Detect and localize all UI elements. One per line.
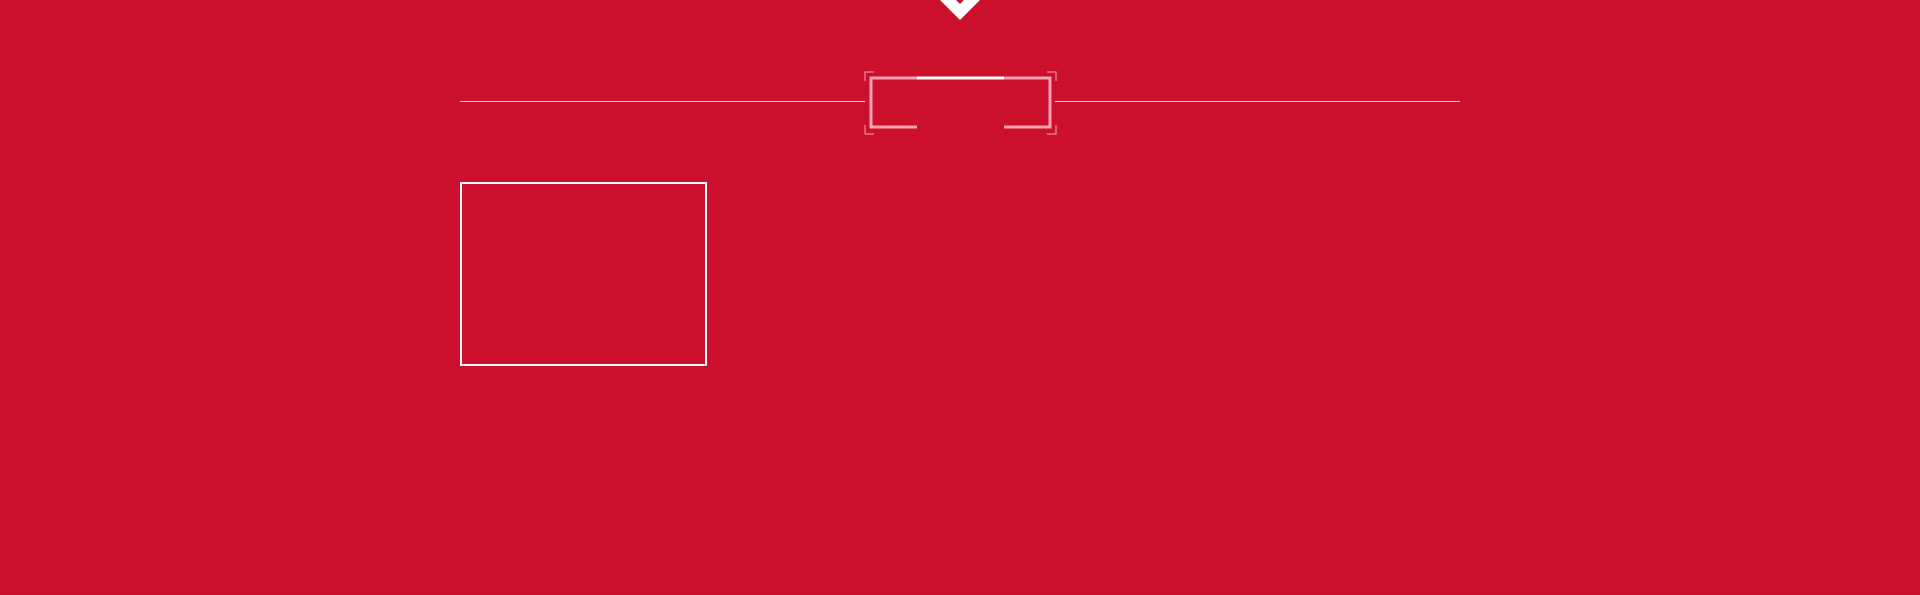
section-title-frame xyxy=(864,71,1057,135)
content-card[interactable] xyxy=(460,182,707,366)
diamond-chevron-icon xyxy=(940,0,980,20)
header-divider-left xyxy=(460,101,865,102)
section-title xyxy=(917,88,1003,118)
header-divider-right xyxy=(1055,101,1460,102)
